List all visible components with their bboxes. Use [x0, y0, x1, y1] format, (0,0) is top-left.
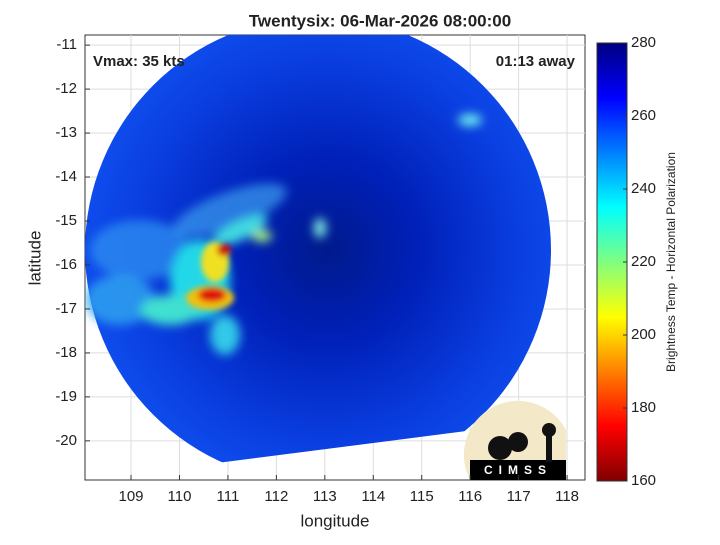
imagery: CIMSS [85, 35, 566, 480]
colorbar-tick-label: 260 [631, 107, 656, 124]
colorbar-tick-label: 200 [631, 326, 656, 343]
x-axis-label: longitude [300, 511, 369, 530]
x-tick-label: 115 [410, 488, 434, 505]
chart-title: Twentysix: 06-Mar-2026 08:00:00 [249, 11, 511, 30]
y-tick-label: -14 [55, 168, 77, 185]
logo-text: CIMSS [484, 463, 552, 477]
colorbar-tick-label: 240 [631, 180, 656, 197]
y-tick-label: -12 [55, 80, 77, 97]
y-tick-label: -19 [55, 388, 77, 405]
y-axis-label: latitude [25, 231, 44, 286]
y-tick-label: -20 [55, 432, 77, 449]
x-tick-label: 116 [458, 488, 482, 505]
x-tick-label: 110 [168, 488, 192, 505]
x-tick-label: 112 [264, 488, 288, 505]
swath [85, 35, 551, 480]
x-tick-label: 114 [361, 488, 385, 505]
annotation: Vmax: 35 kts [93, 53, 185, 70]
colorbar-tick-label: 180 [631, 399, 656, 416]
x-tick-label: 117 [507, 488, 531, 505]
colorbar [596, 42, 628, 482]
y-tick-label: -15 [55, 212, 77, 229]
colorbar-tick-label: 280 [631, 34, 656, 51]
rainbands [85, 114, 482, 355]
x-tick-label: 118 [555, 488, 579, 505]
colorbar-tick-label: 160 [631, 472, 656, 489]
colorbar-tick-label: 220 [631, 253, 656, 270]
x-tick-label: 109 [119, 488, 144, 505]
x-tick-label: 113 [313, 488, 337, 505]
y-tick-label: -13 [55, 124, 77, 141]
y-tick-label: -18 [55, 344, 77, 361]
y-tick-label: -16 [55, 256, 77, 273]
annotation: 01:13 away [496, 53, 576, 70]
convection [186, 242, 234, 310]
y-tick-label: -11 [56, 36, 77, 53]
colorbar-label: Brightness Temp - Horizontal Polarizatio… [664, 152, 678, 372]
x-tick-label: 111 [217, 488, 240, 505]
y-tick-label: -17 [55, 300, 77, 317]
cimss-logo: CIMSS [463, 400, 566, 480]
